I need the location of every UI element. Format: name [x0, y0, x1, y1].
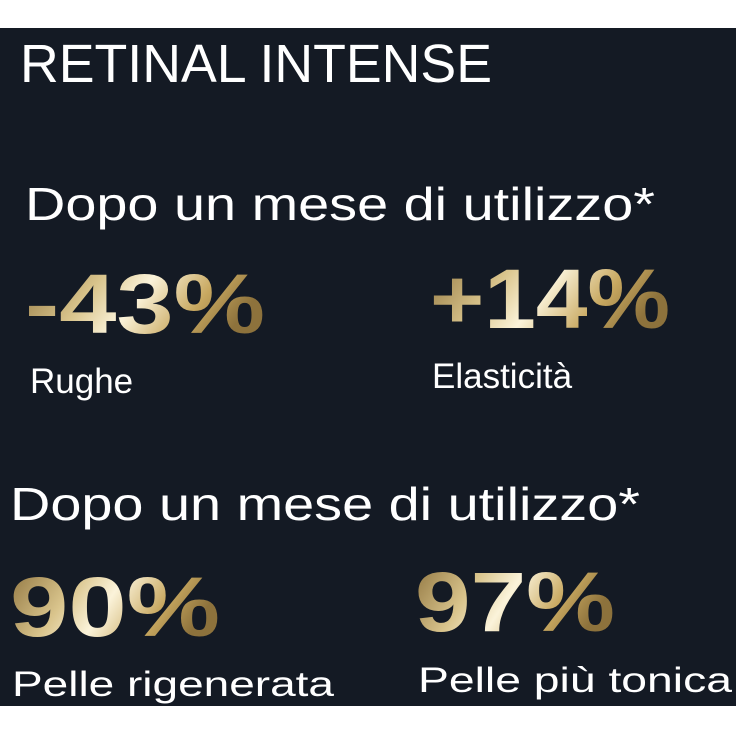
stat-value: +14%: [430, 252, 670, 346]
stat-label: Rughe: [30, 362, 133, 401]
stat-label: Pelle rigenerata: [12, 665, 335, 704]
stat-label: Pelle più tonica: [418, 661, 733, 700]
stat-value: -43%: [25, 257, 265, 351]
section-heading: Dopo un mese di utilizzo*: [25, 178, 655, 230]
title: RETINAL INTENSE: [20, 34, 492, 94]
stat-value: 90%: [10, 560, 220, 654]
stat-value: 97%: [415, 555, 615, 649]
section-heading: Dopo un mese di utilizzo*: [10, 478, 640, 530]
stat-label: Elasticità: [432, 357, 573, 396]
panel: [0, 28, 736, 706]
